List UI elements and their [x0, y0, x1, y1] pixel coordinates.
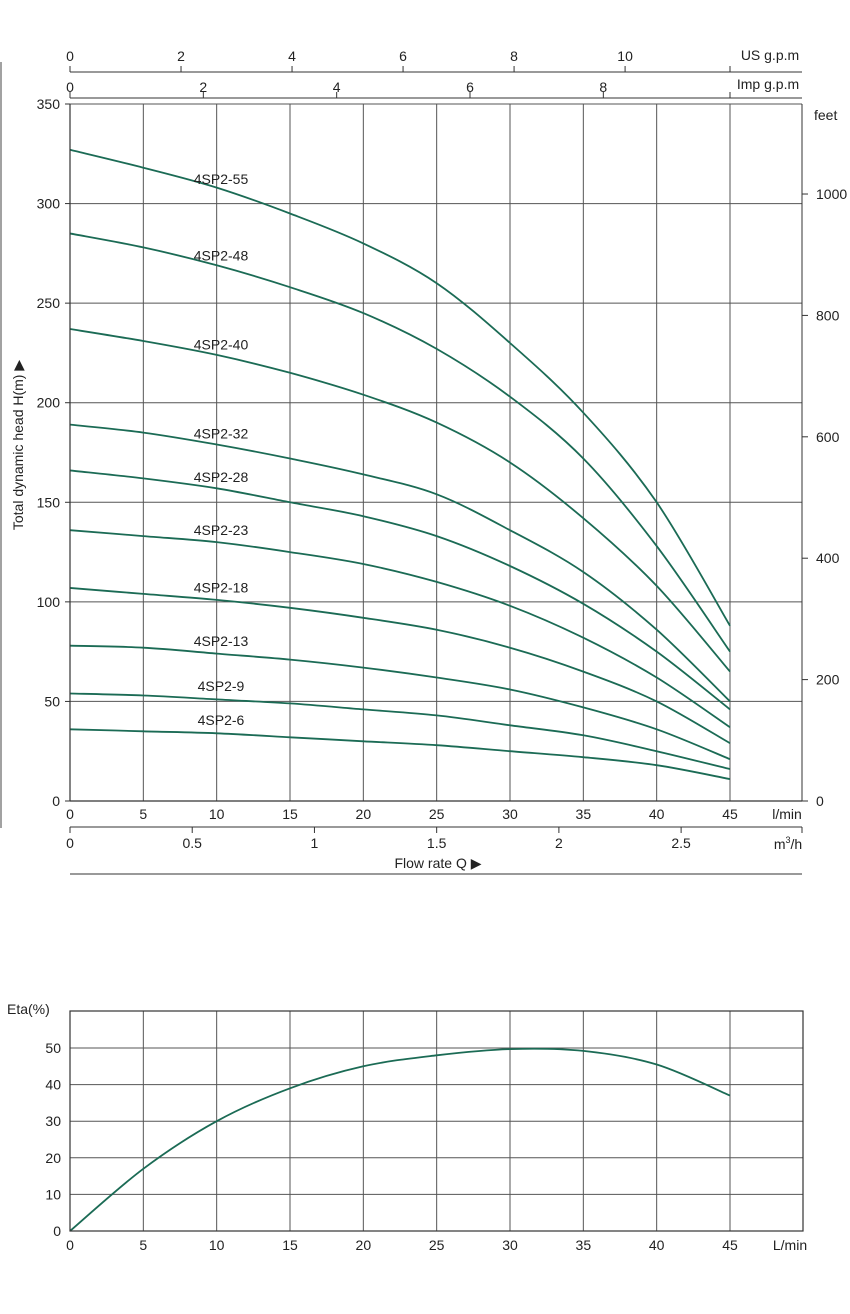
head-curve: [69, 232, 731, 653]
eta-x-tick-label: 25: [429, 1237, 445, 1253]
usgpm-unit-label: US g.p.m: [741, 47, 799, 63]
head-curve: [69, 644, 731, 761]
eta-x-tick-label: 40: [649, 1237, 665, 1253]
lmin-unit-label: l/min: [772, 806, 802, 822]
eta-y-tick-label: 10: [45, 1186, 61, 1202]
impgpm-tick-label: 2: [199, 79, 207, 95]
lmin-tick-label: 30: [502, 806, 518, 822]
y-tick-label: 0: [52, 793, 60, 809]
head-curve: [69, 423, 731, 703]
lmin-tick-label: 5: [139, 806, 147, 822]
impgpm-tick-label: 8: [599, 79, 607, 95]
eta-x-tick-label: 5: [139, 1237, 147, 1253]
head-curves: [69, 148, 731, 780]
head-curve: [69, 469, 731, 711]
impgpm-unit-label: Imp g.p.m: [737, 76, 799, 92]
lmin-tick-label: 15: [282, 806, 298, 822]
y-tick-label: 300: [37, 196, 61, 212]
efficiency-chart: 0 5 10 15 20 25 30 35 40 45 0 10 20 30 40 50 Eta(%) L/m…: [7, 1001, 807, 1253]
lmin-tick-label: 45: [722, 806, 738, 822]
impgpm-tick-label: 6: [466, 79, 474, 95]
y-tick-label: 200: [37, 395, 61, 411]
curve-label: 4SP2-23: [194, 522, 249, 538]
y-tick-label: 150: [37, 494, 61, 510]
feet-tick-label: 800: [816, 307, 840, 323]
eta-x-tick-label: 45: [722, 1237, 738, 1253]
lmin-tick-label: 10: [209, 806, 225, 822]
curve-label: 4SP2-6: [198, 712, 245, 728]
lmin-tick-label: 35: [576, 806, 592, 822]
efficiency-curve-group: [69, 1047, 731, 1232]
curve-labels: 4SP2-55 4SP2-48 4SP2-40 4SP2-32 4SP2-28 4SP2-…: [194, 171, 249, 728]
curve-label: 4SP2-40: [194, 337, 249, 353]
m3h-unit-label: m3/h: [774, 835, 802, 852]
curve-label: 4SP2-32: [194, 425, 249, 441]
curve-label: 4SP2-55: [194, 171, 249, 187]
y-tick-label: 350: [37, 96, 61, 112]
m3h-tick-label: 1: [311, 835, 319, 851]
head-grid: [69, 103, 802, 801]
eta-x-tick-label: 15: [282, 1237, 298, 1253]
lmin-tick-label: 0: [66, 806, 74, 822]
efficiency-curve: [69, 1047, 731, 1232]
feet-unit-label: feet: [814, 107, 837, 123]
head-curve: [69, 148, 731, 627]
eta-y-tick-label: 30: [45, 1113, 61, 1129]
m3h-tick-label: 2.5: [671, 835, 691, 851]
feet-tick-label: 400: [816, 550, 840, 566]
y-tick-label: 250: [37, 295, 61, 311]
head-flow-chart: 4SP2-55 4SP2-48 4SP2-40 4SP2-32 4SP2-28 4SP2-…: [10, 47, 847, 875]
head-curve: [69, 328, 731, 673]
eta-x-tick-label: 10: [209, 1237, 225, 1253]
efficiency-grid: [69, 1011, 803, 1231]
eta-frame: [69, 1010, 804, 1232]
usgpm-tick-label: 0: [66, 48, 74, 64]
head-curve: [69, 587, 731, 744]
usgpm-tick-label: 8: [510, 48, 518, 64]
eta-axis-label: Eta(%): [7, 1001, 50, 1017]
curve-label: 4SP2-18: [194, 579, 249, 595]
usgpm-tick-label: 6: [399, 48, 407, 64]
head-curve: [69, 692, 731, 770]
lmin-tick-label: 40: [649, 806, 665, 822]
impgpm-tick-label: 0: [66, 79, 74, 95]
curve-label: 4SP2-48: [194, 248, 249, 264]
m3h-tick-label: 2: [555, 835, 563, 851]
curve-label: 4SP2-28: [194, 469, 249, 485]
head-curve: [69, 529, 731, 729]
y-tick-label: 50: [44, 693, 60, 709]
usgpm-tick-label: 10: [617, 48, 633, 64]
eta-x-tick-label: 20: [356, 1237, 372, 1253]
usgpm-tick-label: 2: [177, 48, 185, 64]
eta-x-tick-label: 35: [576, 1237, 592, 1253]
head-curve: [69, 728, 731, 780]
head-axes: 05010015020025030035002004006008001000fe…: [37, 47, 847, 875]
m3h-tick-label: 0.5: [182, 835, 202, 851]
eta-x-tick-label: 0: [66, 1237, 74, 1253]
feet-tick-label: 0: [816, 793, 824, 809]
impgpm-tick-label: 4: [333, 79, 341, 95]
feet-tick-label: 600: [816, 429, 840, 445]
eta-y-tick-label: 0: [53, 1223, 61, 1239]
eta-y-tick-label: 20: [45, 1150, 61, 1166]
y-axis-label: Total dynamic head H(m) ▶: [10, 360, 26, 531]
eta-y-tick-label: 40: [45, 1077, 61, 1093]
eta-y-tick-label: 50: [45, 1040, 61, 1056]
curve-label: 4SP2-13: [194, 633, 249, 649]
eta-x-tick-label: 30: [502, 1237, 518, 1253]
m3h-tick-label: 1.5: [427, 835, 447, 851]
feet-tick-label: 1000: [816, 186, 847, 202]
feet-tick-label: 200: [816, 672, 840, 688]
lmin-tick-label: 20: [356, 806, 372, 822]
m3h-tick-label: 0: [66, 835, 74, 851]
lmin-axis-label-bottom: L/min: [773, 1237, 807, 1253]
curve-label: 4SP2-9: [198, 678, 245, 694]
efficiency-axes: 0 5 10 15 20 25 30 35 40 45 0 10 20 30 40 50: [45, 1010, 804, 1253]
usgpm-tick-label: 4: [288, 48, 296, 64]
y-tick-label: 100: [37, 594, 61, 610]
x-axis-label: Flow rate Q ▶: [394, 855, 481, 871]
lmin-tick-label: 25: [429, 806, 445, 822]
